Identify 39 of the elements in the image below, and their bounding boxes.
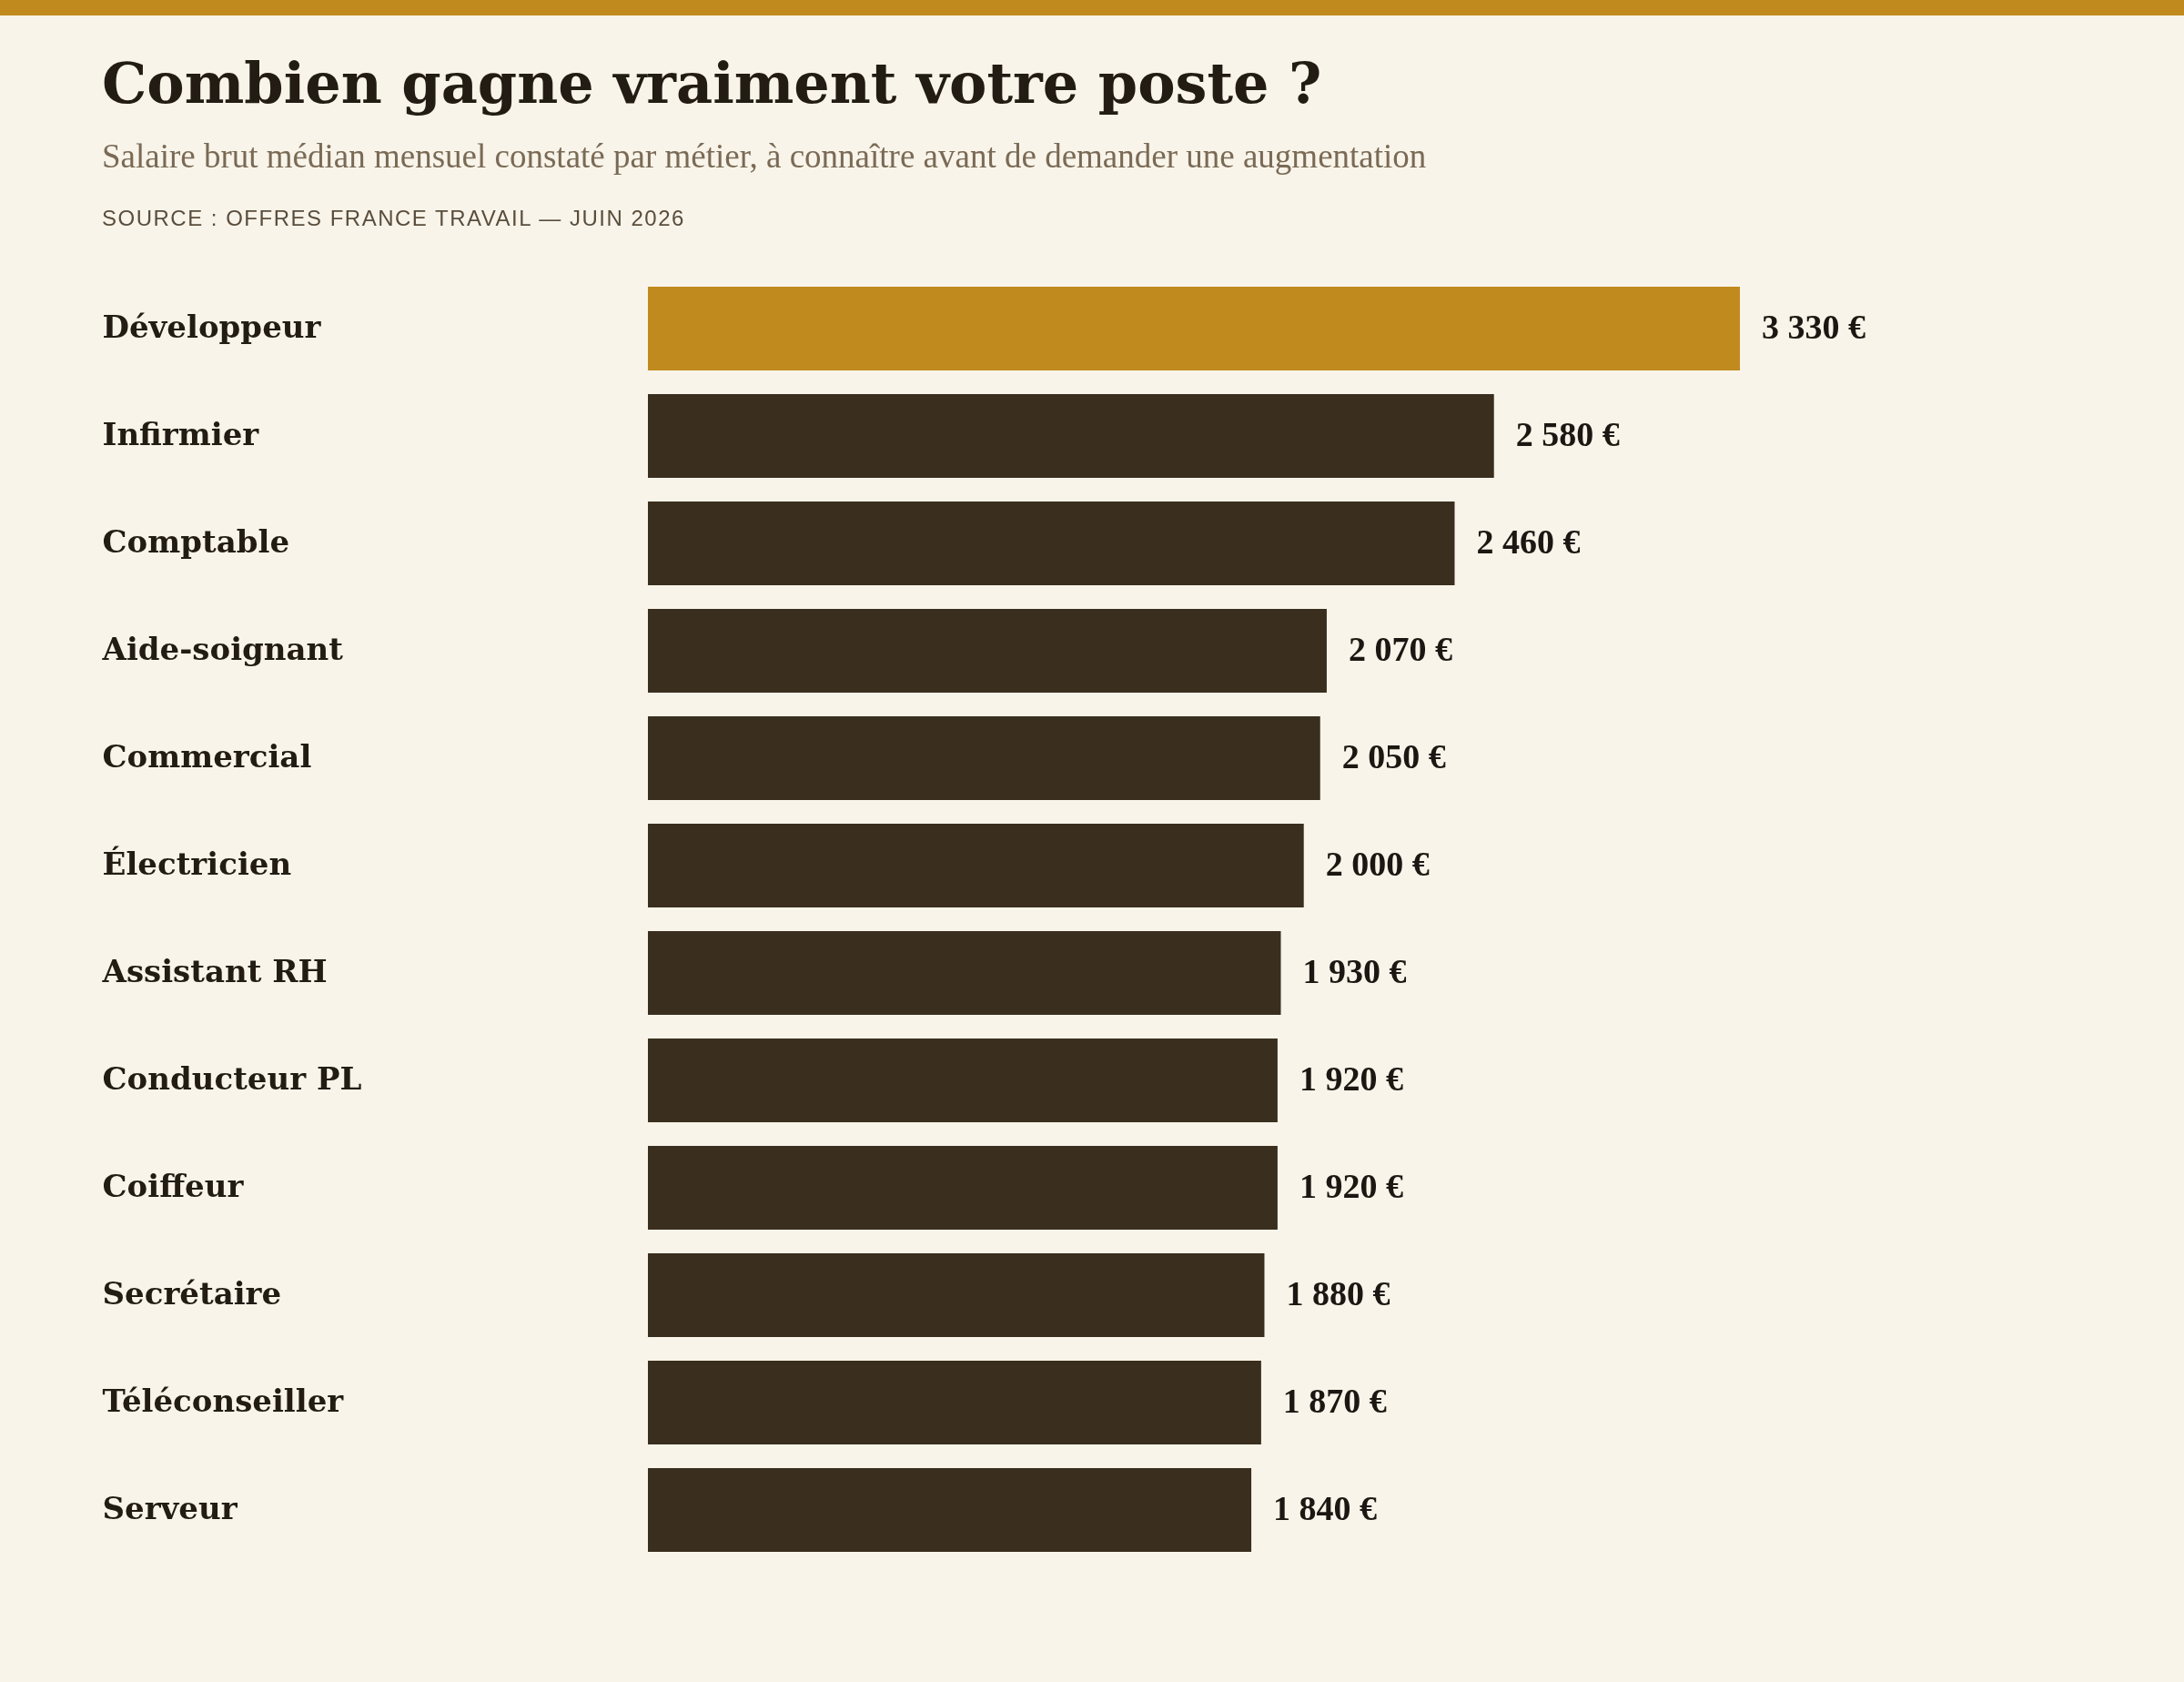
y-tick-label: Commercial: [102, 738, 312, 775]
data-label: 3 330 €: [1762, 308, 1866, 346]
bar: [648, 1360, 1261, 1445]
data-label: 2 580 €: [1515, 415, 1620, 453]
y-tick-label: Aide-soignant: [101, 631, 344, 667]
y-tick-label: Infirmier: [102, 416, 260, 452]
y-tick-label: Assistant RH: [101, 953, 328, 989]
source-note: SOURCE : OFFRES FRANCE TRAVAIL — JUIN 2026: [102, 206, 685, 231]
bar: [648, 393, 1494, 479]
y-tick-label: Développeur: [102, 309, 322, 345]
data-label: 2 000 €: [1325, 845, 1430, 883]
bar: [648, 1467, 1252, 1553]
data-label: 1 920 €: [1299, 1167, 1403, 1205]
y-tick-label: Serveur: [102, 1490, 238, 1526]
data-label: 1 920 €: [1299, 1059, 1403, 1098]
data-label: 1 930 €: [1302, 952, 1407, 990]
data-label: 2 460 €: [1476, 522, 1581, 561]
data-label: 2 070 €: [1348, 630, 1452, 668]
bar: [648, 1252, 1265, 1338]
y-tick-label: Comptable: [102, 523, 290, 560]
bar: [648, 823, 1304, 908]
bar: [648, 1038, 1278, 1123]
bar: [648, 930, 1281, 1016]
bar: [648, 286, 1740, 371]
y-tick-label: Conducteur PL: [102, 1060, 362, 1097]
chart-subtitle: Salaire brut médian mensuel constaté par métier, à connaître avant de demander une augmentation: [102, 137, 1427, 176]
bar: [648, 501, 1455, 586]
bar: [648, 608, 1327, 694]
bar: [648, 715, 1320, 801]
y-tick-label: Coiffeur: [102, 1168, 245, 1204]
y-tick-label: Électricien: [102, 846, 292, 882]
y-tick-label: Secrétaire: [102, 1275, 282, 1312]
chart-title: Combien gagne vraiment votre poste ?: [102, 50, 1322, 117]
data-label: 1 880 €: [1286, 1274, 1390, 1312]
y-tick-label: Téléconseiller: [102, 1383, 345, 1419]
bar: [648, 1145, 1278, 1231]
data-label: 1 870 €: [1282, 1382, 1387, 1420]
data-label: 2 050 €: [1341, 737, 1446, 775]
data-label: 1 840 €: [1273, 1489, 1378, 1527]
